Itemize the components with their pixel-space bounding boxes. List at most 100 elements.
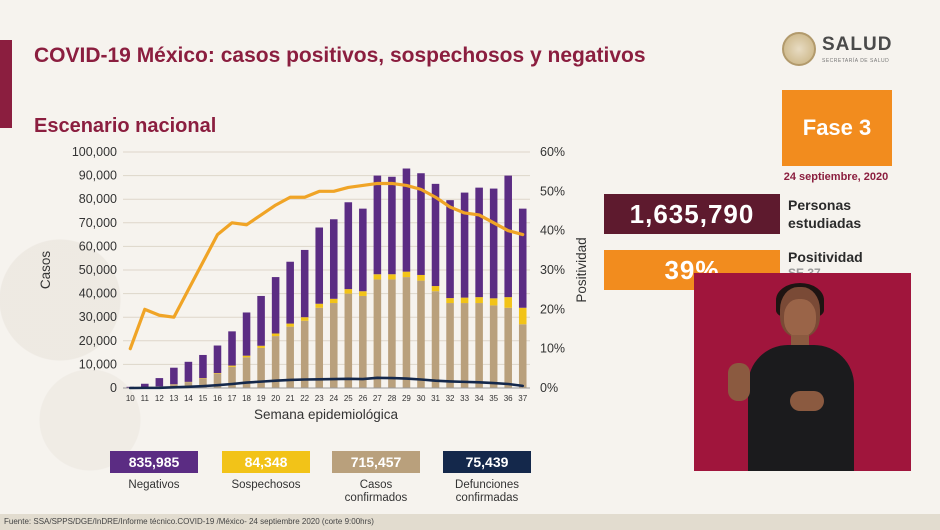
legend-sospechosos-text: Sospechosos <box>231 479 301 491</box>
legend-negativos-text: Negativos <box>128 479 180 491</box>
source-footer: Fuente: SSA/SPPS/DGE/InDRE/Informe técni… <box>0 514 940 530</box>
bar-casos-confirmados <box>431 291 440 388</box>
y2-tick-label: 60% <box>540 145 565 159</box>
legend-confirmados-text-1: Casos <box>359 479 393 491</box>
bar-negativos <box>373 175 382 275</box>
bar-sospechosos <box>315 303 324 308</box>
y-tick-label: 20,000 <box>79 334 117 348</box>
bar-casos-confirmados <box>518 324 527 388</box>
bar-sospechosos <box>475 297 483 304</box>
y-tick-label: 80,000 <box>79 192 117 206</box>
legend-defunciones-text-1: Defunciones <box>455 479 519 491</box>
bar-sospechosos <box>213 373 222 374</box>
bar-sospechosos <box>271 333 280 337</box>
legend-sospechosos-value: 84,348 <box>222 451 310 473</box>
bar-negativos <box>388 176 396 275</box>
bar-negativos <box>141 383 149 388</box>
x-tick-label: 15 <box>198 394 207 403</box>
x-tick-label: 13 <box>169 394 178 403</box>
legend-defunciones-text-2: confirmadas <box>455 492 519 504</box>
bar-casos-confirmados <box>402 277 411 388</box>
y-tick-label: 10,000 <box>79 357 117 371</box>
bar-sospechosos <box>359 291 367 296</box>
bar-negativos <box>228 331 236 366</box>
x-tick-label: 23 <box>315 394 324 403</box>
bar-sospechosos <box>489 298 498 306</box>
bar-negativos <box>155 378 164 387</box>
bar-casos-confirmados <box>242 357 251 388</box>
bar-sospechosos <box>402 271 411 278</box>
y-tick-label: 40,000 <box>79 287 117 301</box>
x-tick-label: 27 <box>373 394 382 403</box>
bar-negativos <box>344 202 353 290</box>
bar-sospechosos <box>329 298 338 304</box>
bar-sospechosos <box>388 274 396 280</box>
x-tick-label: 24 <box>329 394 338 403</box>
y-tick-label: 100,000 <box>72 145 117 159</box>
x-tick-label: 18 <box>242 394 251 403</box>
x-tick-label: 17 <box>228 394 237 403</box>
bar-casos-confirmados <box>344 293 353 388</box>
people-label-line-1: Personas <box>788 197 852 213</box>
x-tick-label: 26 <box>358 394 367 403</box>
accent-bar <box>0 40 12 128</box>
bar-casos-confirmados <box>475 303 483 388</box>
bar-negativos <box>329 219 338 299</box>
people-studied-label: Personas estudiadas <box>788 196 861 232</box>
bar-casos-confirmados <box>228 366 236 388</box>
y-tick-label: 0 <box>110 381 117 395</box>
x-tick-label: 30 <box>417 394 426 403</box>
x-tick-label: 36 <box>504 394 513 403</box>
bar-casos-confirmados <box>300 320 309 388</box>
bar-sospechosos <box>242 355 251 358</box>
sign-language-interpreter <box>694 273 911 471</box>
bar-casos-confirmados <box>489 305 498 388</box>
positivity-label: Positividad SE 37 <box>788 248 863 275</box>
bar-sospechosos <box>286 323 294 327</box>
x-tick-label: 20 <box>271 394 280 403</box>
interpreter-hand-right <box>790 391 824 411</box>
bar-sospechosos <box>446 298 454 304</box>
x-tick-label: 33 <box>460 394 469 403</box>
bar-negativos <box>489 188 498 299</box>
bar-negativos <box>199 354 207 379</box>
y-tick-label: 70,000 <box>79 216 117 230</box>
bar-negativos <box>271 277 280 334</box>
positivity-label-cut: SE 37 <box>788 266 821 275</box>
x-tick-label: 14 <box>184 394 193 403</box>
bar-negativos <box>257 295 265 346</box>
bar-sospechosos <box>228 365 236 367</box>
legend-confirmados-value: 715,457 <box>332 451 420 473</box>
page-title: COVID-19 México: casos positivos, sospec… <box>34 44 646 67</box>
x-tick-label: 28 <box>387 394 396 403</box>
x-tick-label: 19 <box>257 394 266 403</box>
bar-casos-confirmados <box>199 378 207 388</box>
x-tick-label: 25 <box>344 394 353 403</box>
bar-casos-confirmados <box>373 279 382 388</box>
y-tick-label: 90,000 <box>79 169 117 183</box>
bar-negativos <box>417 173 425 275</box>
bar-casos-confirmados <box>184 382 193 388</box>
positivity-label-text: Positividad <box>788 249 863 265</box>
y2-tick-label: 20% <box>540 302 565 316</box>
bar-casos-confirmados <box>446 303 454 388</box>
legend-defunciones-value: 75,439 <box>443 451 531 473</box>
bar-negativos <box>431 183 440 287</box>
bar-negativos <box>242 312 251 356</box>
y2-tick-label: 0% <box>540 381 558 395</box>
seal-icon <box>782 32 816 66</box>
bar-casos-confirmados <box>388 279 396 388</box>
bar-negativos <box>518 208 527 308</box>
bar-casos-confirmados <box>460 303 469 388</box>
people-label-line-2: estudiadas <box>788 215 862 231</box>
bar-sospechosos <box>373 274 382 280</box>
bar-negativos <box>475 187 483 298</box>
bar-casos-confirmados <box>271 336 280 388</box>
x-tick-label: 35 <box>489 394 498 403</box>
legend-negativos-label: Negativos <box>110 479 198 492</box>
bar-negativos <box>170 367 178 385</box>
bar-casos-confirmados <box>257 347 265 388</box>
bar-sospechosos <box>460 297 469 304</box>
x-tick-label: 22 <box>300 394 309 403</box>
legend-confirmados-text-2: confirmados <box>344 492 408 504</box>
